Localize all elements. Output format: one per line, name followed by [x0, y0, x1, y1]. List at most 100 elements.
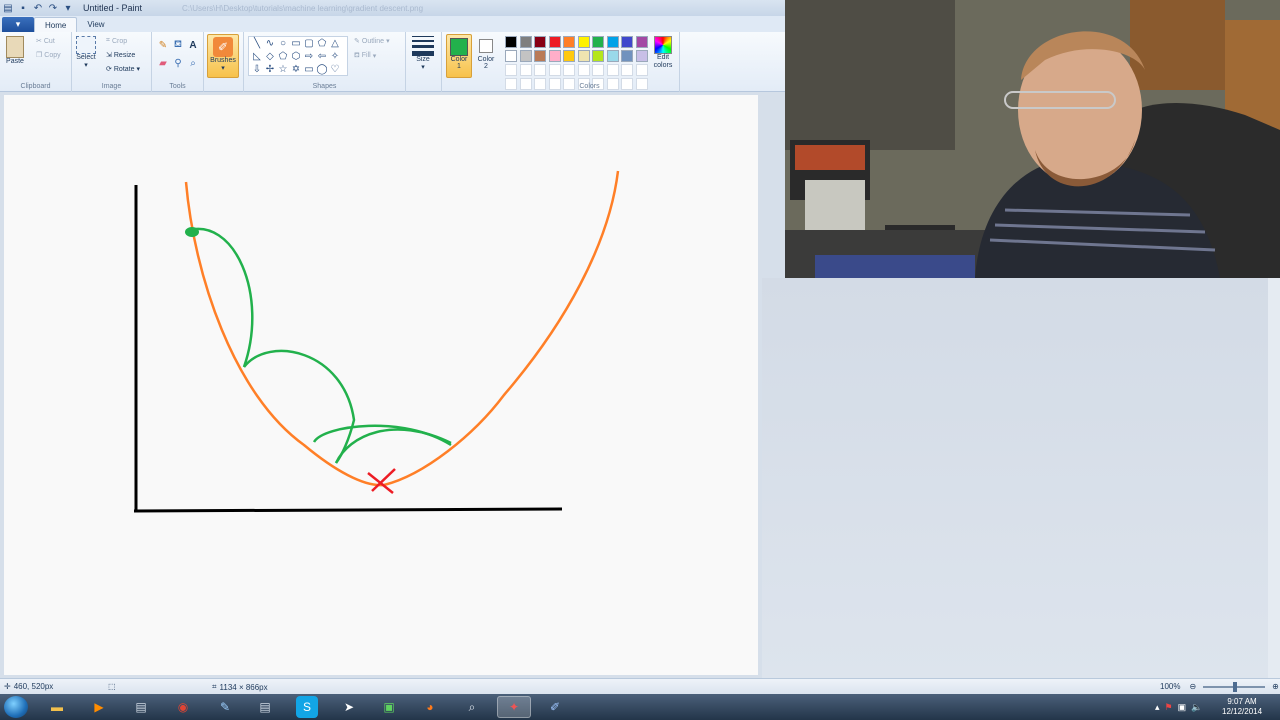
- pentagon-shape-icon[interactable]: ⬠: [278, 51, 288, 62]
- tray-network-icon[interactable]: ▣: [1177, 701, 1187, 712]
- polygon-shape-icon[interactable]: ⬠: [317, 38, 327, 49]
- color1-button[interactable]: Color 1: [446, 34, 472, 78]
- hexagon-shape-icon[interactable]: ⬡: [291, 51, 301, 62]
- palette-custom-swatch[interactable]: [592, 64, 604, 76]
- palette-swatch[interactable]: [606, 36, 619, 48]
- paste-button[interactable]: Paste: [6, 36, 24, 65]
- palette-custom-swatch[interactable]: [635, 64, 648, 76]
- undo-icon[interactable]: ↶: [33, 2, 43, 14]
- palette-swatch[interactable]: [563, 50, 575, 62]
- palette-custom-swatch[interactable]: [534, 78, 546, 90]
- palette-swatch[interactable]: [505, 36, 517, 48]
- zoom-slider-thumb[interactable]: [1233, 681, 1238, 692]
- four-arrow-shape-icon[interactable]: ✢: [265, 64, 275, 75]
- palette-custom-swatch[interactable]: [534, 64, 546, 76]
- palette-custom-swatch[interactable]: [548, 64, 561, 76]
- palette-custom-swatch[interactable]: [563, 64, 575, 76]
- python-file-icon[interactable]: ▤: [135, 700, 147, 714]
- palette-custom-swatch[interactable]: [635, 78, 648, 90]
- fill-bucket-icon[interactable]: ⛾: [173, 38, 183, 50]
- python-icon[interactable]: ▤: [259, 700, 271, 714]
- line-shape-icon[interactable]: ╲: [253, 38, 261, 49]
- palette-custom-swatch[interactable]: [505, 78, 517, 90]
- outline-button[interactable]: ✎ Outline ▾: [354, 37, 390, 46]
- right-arrow-shape-icon[interactable]: ⇨: [304, 51, 314, 62]
- palette-swatch[interactable]: [548, 36, 561, 48]
- tab-view[interactable]: View: [87, 20, 105, 29]
- zoom-in-icon[interactable]: ⊕: [1272, 682, 1279, 691]
- palette-custom-swatch[interactable]: [519, 64, 532, 76]
- save-icon[interactable]: ▪: [21, 2, 25, 14]
- palette-custom-swatch[interactable]: [621, 78, 633, 90]
- media-player-icon[interactable]: ▶: [94, 700, 104, 714]
- palette-custom-swatch[interactable]: [563, 78, 575, 90]
- edit-colors-button[interactable]: Edit colors: [650, 36, 676, 70]
- heart-shape-icon[interactable]: ♡: [330, 64, 340, 75]
- palette-custom-swatch[interactable]: [577, 64, 590, 76]
- skype-icon[interactable]: S: [296, 696, 318, 718]
- palette-swatch[interactable]: [577, 36, 590, 48]
- eraser-icon[interactable]: ▰: [159, 57, 167, 69]
- left-arrow-shape-icon[interactable]: ⇦: [317, 51, 327, 62]
- terminal-icon[interactable]: ▣: [383, 700, 395, 714]
- oval-callout-shape-icon[interactable]: ◯: [316, 64, 328, 75]
- paint-icon[interactable]: ✐: [549, 700, 561, 714]
- text-tool-icon[interactable]: A: [189, 39, 197, 51]
- copy-button[interactable]: ❐ Copy: [36, 51, 61, 60]
- palette-custom-swatch[interactable]: [621, 64, 633, 76]
- shapes-gallery[interactable]: ╲ ∿ ○ ▭ ▢ ⬠ △ ◺ ◇ ⬠ ⬡ ⇨ ⇦ ✧ ⇩ ✢ ☆ ✡ ▭ ◯ …: [248, 36, 348, 76]
- palette-swatch[interactable]: [606, 50, 619, 62]
- palette-custom-swatch[interactable]: [519, 78, 532, 90]
- notepad-icon[interactable]: ✎: [219, 700, 231, 714]
- palette-swatch[interactable]: [635, 50, 648, 62]
- resize-button[interactable]: ⇲ Resize: [106, 51, 135, 60]
- pencil-icon[interactable]: ✎: [158, 39, 168, 51]
- chrome-icon[interactable]: ◉: [177, 700, 189, 714]
- palette-custom-swatch[interactable]: [577, 78, 590, 90]
- color-picker-icon[interactable]: ⚲: [174, 57, 182, 69]
- color2-button[interactable]: Color 2: [475, 37, 497, 70]
- palette-swatch[interactable]: [519, 50, 532, 62]
- size-button[interactable]: Size ▾: [412, 36, 434, 71]
- palette-custom-swatch[interactable]: [606, 78, 619, 90]
- palette-swatch[interactable]: [548, 50, 561, 62]
- file-menu-button[interactable]: ▾: [2, 17, 34, 32]
- palette-swatch[interactable]: [621, 50, 633, 62]
- oval-shape-icon[interactable]: ○: [279, 38, 287, 49]
- palette-swatch[interactable]: [577, 50, 590, 62]
- rotate-button[interactable]: ⟳ Rotate ▾: [106, 65, 140, 74]
- zoom-out-icon[interactable]: ⊖: [1189, 682, 1197, 691]
- search-app-icon[interactable]: ⌕: [468, 699, 476, 714]
- rectangle-shape-icon[interactable]: ▭: [291, 38, 301, 49]
- palette-custom-swatch[interactable]: [548, 78, 561, 90]
- tray-flag-icon[interactable]: ⚑: [1164, 701, 1173, 712]
- palette-swatch[interactable]: [635, 36, 648, 48]
- palette-swatch[interactable]: [592, 50, 604, 62]
- redo-icon[interactable]: ↷: [48, 2, 58, 14]
- start-button[interactable]: [4, 696, 28, 718]
- palette-swatch[interactable]: [563, 36, 575, 48]
- six-point-star-shape-icon[interactable]: ✡: [291, 64, 301, 75]
- down-arrow-shape-icon[interactable]: ⇩: [252, 64, 262, 75]
- five-point-star-shape-icon[interactable]: ☆: [278, 64, 288, 75]
- palette-swatch[interactable]: [592, 36, 604, 48]
- triangle-shape-icon[interactable]: △: [331, 38, 339, 49]
- palette-custom-swatch[interactable]: [592, 78, 604, 90]
- palette-swatch[interactable]: [534, 50, 546, 62]
- firefox-icon[interactable]: ◕: [426, 700, 434, 714]
- fill-button[interactable]: ⛾ Fill ▾: [354, 51, 376, 60]
- brushes-button[interactable]: ✐ Brushes ▾: [207, 34, 239, 78]
- curve-shape-icon[interactable]: ∿: [265, 38, 275, 49]
- explorer-icon[interactable]: ▬: [51, 700, 63, 714]
- vs-icon[interactable]: ➤: [343, 700, 355, 714]
- crop-button[interactable]: ⌗ Crop: [106, 37, 127, 45]
- palette-custom-swatch[interactable]: [505, 64, 517, 76]
- four-point-star-shape-icon[interactable]: ✧: [330, 51, 340, 62]
- select-button[interactable]: Select ▾: [76, 36, 96, 69]
- palette-swatch[interactable]: [505, 50, 517, 62]
- magnifier-icon[interactable]: ⌕: [190, 57, 196, 69]
- app-icon[interactable]: ✦: [497, 696, 531, 718]
- palette-swatch[interactable]: [519, 36, 532, 48]
- tab-home[interactable]: Home: [34, 17, 78, 32]
- customize-dropdown-icon[interactable]: ▾: [65, 2, 71, 14]
